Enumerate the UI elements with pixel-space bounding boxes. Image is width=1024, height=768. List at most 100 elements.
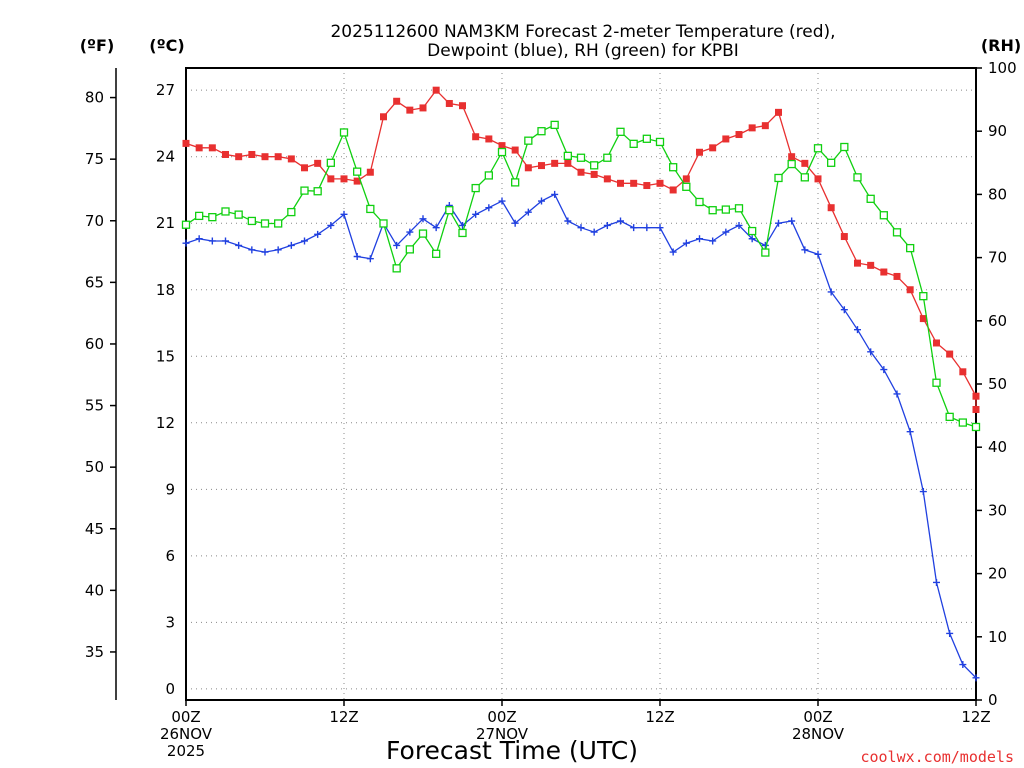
data-point-marker [551,159,559,167]
celsius-tick-label: 24 [156,148,175,166]
data-point-marker [484,171,493,180]
data-point-marker [353,177,361,185]
data-point-marker [696,148,703,156]
data-point-marker [287,241,295,249]
data-point-marker [301,164,308,172]
data-point-marker [366,255,374,263]
data-point-marker [813,144,823,153]
rh-tick-label: 30 [988,501,1007,519]
data-point-marker [643,224,651,232]
rh-tick-label: 80 [988,185,1007,203]
data-point-marker [893,390,901,398]
data-point-marker [735,131,743,139]
rh-tick-label: 90 [988,122,1007,140]
x-tick-label: 27NOV [476,725,529,743]
x-tick-label: 12Z [645,708,674,726]
grid-lines [185,68,977,700]
celsius-tick-label: 21 [156,214,175,232]
data-point-marker [301,237,308,245]
data-point-marker [854,259,861,267]
data-point-marker [537,127,546,136]
data-point-marker [393,97,401,105]
data-point-marker [366,168,374,176]
fahrenheit-tick-label: 50 [85,458,104,476]
data-point-marker [458,228,467,238]
data-point-marker [485,204,493,212]
rh-tick-label: 40 [988,438,1007,456]
data-point-marker [906,243,915,253]
data-point-marker [603,175,611,183]
data-point-marker [959,368,967,376]
x-tick-label: 12Z [961,708,990,726]
data-point-marker [577,168,585,176]
data-point-marker [669,186,677,194]
data-point-marker [669,163,678,172]
data-point-marker [432,249,441,258]
data-point-marker [485,135,493,143]
data-point-marker [208,213,217,222]
data-point-marker [801,246,809,254]
data-point-marker [300,186,309,195]
data-point-marker [946,629,954,637]
data-point-marker [406,228,414,236]
data-point-marker [854,326,861,334]
data-point-marker [459,102,466,110]
data-point-marker [932,378,941,387]
x-tick-label: 2025 [167,742,205,760]
data-point-marker [590,161,599,170]
series-line [185,89,977,410]
data-point-marker [538,197,545,205]
data-point-marker [840,306,848,314]
data-point-marker [472,210,480,218]
data-point-marker [524,208,532,216]
data-point-marker [326,158,335,167]
data-point-marker [419,215,427,223]
data-point-marker [498,142,506,150]
data-point-marker [919,315,927,323]
data-point-marker [945,412,954,422]
data-point-marker [195,235,203,243]
data-point-marker [669,248,677,256]
data-point-marker [590,170,598,178]
celsius-tick-label: 15 [156,347,175,365]
data-point-marker [867,261,875,269]
data-point-marker [524,164,532,172]
chart-title-line1: 2025112600 NAM3KM Forecast 2-meter Tempe… [330,22,835,42]
data-point-marker [814,250,822,258]
data-point-marker [432,86,440,94]
series-2meter [182,86,980,414]
data-point-marker [195,144,203,152]
data-point-marker [261,248,269,256]
data-point-marker [722,228,730,236]
data-point-marker [222,150,229,158]
data-point-marker [379,219,388,228]
data-point-marker [551,190,559,198]
data-point-marker [629,139,638,148]
data-point-marker [708,206,717,215]
data-point-marker [538,162,545,170]
data-point-marker [892,228,902,237]
rh-tick-label: 10 [988,628,1007,646]
data-point-marker [366,204,375,214]
data-point-marker [656,179,664,187]
data-point-marker [722,135,730,143]
data-point-marker [630,179,638,187]
fahrenheit-tick-label: 45 [85,520,104,538]
fahrenheit-tick-label: 55 [85,397,104,415]
y-axis-ticks: 0 3 6 9 12 15 18 21 24 27 35 40 45 50 55 60 65 70 75 80 0 10 2… [85,59,1017,709]
fahrenheit-tick-label: 60 [85,335,104,353]
celsius-tick-label: 3 [165,613,175,631]
rh-tick-label: 70 [988,249,1007,267]
data-point-marker [761,122,769,130]
celsius-tick-label: 12 [156,414,175,432]
data-point-marker [643,182,651,190]
data-point-marker [353,167,362,176]
data-point-marker [827,158,836,167]
data-point-marker [853,173,862,182]
data-point-marker [696,235,703,243]
fahrenheit-tick-label: 40 [85,581,104,599]
data-point-marker [617,179,624,187]
data-point-marker [327,221,335,229]
